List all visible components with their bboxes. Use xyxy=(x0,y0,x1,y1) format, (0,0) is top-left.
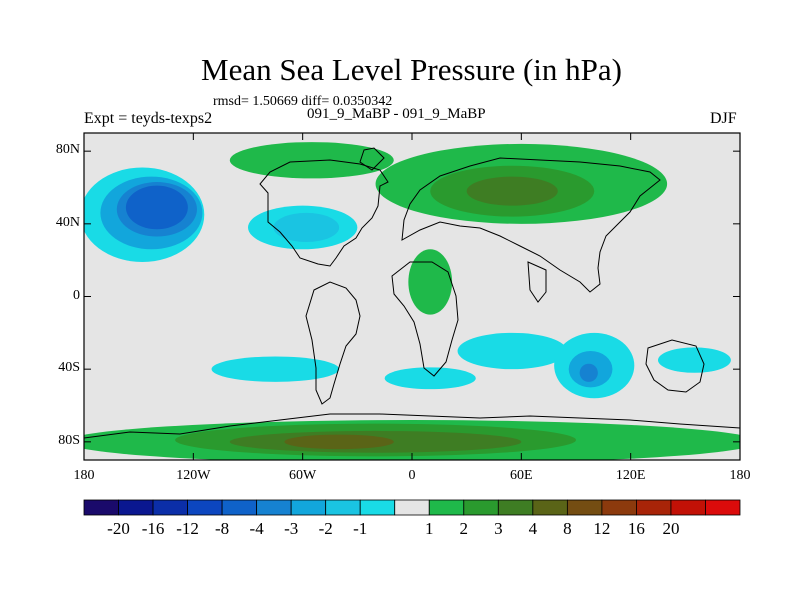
x-tick-label: 60W xyxy=(289,468,317,483)
anomaly-region-antarctic-high-peak xyxy=(284,434,394,450)
y-tick-label: 40S xyxy=(58,360,80,376)
experiment-label: Expt = teyds-texps2 xyxy=(84,110,213,127)
colorbar-swatch xyxy=(187,499,223,516)
colorbar-swatch xyxy=(152,499,188,516)
colorbar-label: -8 xyxy=(215,519,230,538)
y-tick-label: 80N xyxy=(55,142,80,158)
y-tick-label: 40N xyxy=(55,214,80,230)
stats-line: rmsd= 1.50669 diff= 0.0350342 xyxy=(213,94,393,109)
coast-greenland xyxy=(359,147,385,171)
coast-india xyxy=(527,261,547,303)
colorbar-swatch xyxy=(256,499,292,516)
colorbar-swatch xyxy=(290,499,327,516)
colorbar-swatch xyxy=(532,499,568,516)
colorbar-label: 3 xyxy=(494,519,503,538)
colorbar-swatch xyxy=(705,499,741,516)
x-tick-label: 120E xyxy=(615,468,646,483)
colorbar-label: -4 xyxy=(249,519,264,538)
anomaly-region-north-pacific-low-core xyxy=(125,185,188,230)
colorbar-swatch xyxy=(428,499,465,516)
x-tick-label: 120W xyxy=(176,468,211,483)
coast-africa xyxy=(391,261,459,377)
anomaly-region-tasman-low xyxy=(658,347,731,373)
coast-north-america xyxy=(259,159,389,267)
coast-south-america xyxy=(305,281,361,405)
colorbar-label: 2 xyxy=(459,519,469,538)
anomaly-region-north-canada-high xyxy=(229,142,394,179)
colorbar-label: 8 xyxy=(563,519,572,538)
anomaly-region-north-atlantic-low-core xyxy=(273,212,340,242)
colorbar-swatch xyxy=(601,499,637,516)
colorbar xyxy=(83,499,741,516)
colorbar-label: -3 xyxy=(284,519,299,538)
x-tick-label: 180 xyxy=(729,468,751,483)
x-tick-label: 180 xyxy=(73,468,95,483)
coast-europe-asia xyxy=(401,157,661,293)
anomaly-region-eurasia-high-core xyxy=(466,176,558,206)
colorbar-label: 20 xyxy=(662,519,680,538)
colorbar-swatch xyxy=(325,499,361,516)
case-label: 091_9_MaBP - 091_9_MaBP xyxy=(307,106,486,122)
pressure-anomaly-field xyxy=(84,142,740,460)
colorbar-swatch xyxy=(463,499,499,516)
colorbar-swatch xyxy=(118,499,154,516)
colorbar-label: 16 xyxy=(627,519,645,538)
colorbar-swatch xyxy=(83,499,119,516)
colorbar-label: 12 xyxy=(593,519,611,538)
colorbar-label: -2 xyxy=(318,519,333,538)
colorbar-swatch xyxy=(394,499,430,516)
colorbar-swatch xyxy=(497,499,534,516)
colorbar-swatch xyxy=(670,499,706,516)
colorbar-label: 4 xyxy=(528,519,538,538)
coastlines xyxy=(84,147,740,439)
x-tick-label: 0 xyxy=(408,468,416,483)
y-tick-label: 80S xyxy=(58,432,80,448)
colorbar-label: -16 xyxy=(141,519,165,538)
colorbar-label: -12 xyxy=(176,519,199,538)
coast-antarctica xyxy=(84,413,740,439)
anomaly-region-south-pacific-low xyxy=(211,356,340,382)
colorbar-swatch xyxy=(221,499,258,516)
colorbar-label: -1 xyxy=(353,519,368,538)
anomaly-region-south-indian-low-center xyxy=(579,363,598,382)
colorbar-swatch xyxy=(566,499,603,516)
anomaly-region-south-indian-low-west xyxy=(457,332,567,370)
colorbar-swatch xyxy=(359,499,396,516)
anomaly-region-south-atlantic-low xyxy=(384,367,476,390)
colorbar-label: 1 xyxy=(425,519,434,538)
x-tick-label: 60E xyxy=(510,468,533,483)
coast-australia xyxy=(645,339,705,393)
y-tick-label: 0 xyxy=(73,287,80,303)
colorbar-swatch xyxy=(636,499,672,516)
anomaly-region-africa-high xyxy=(408,249,453,315)
axis-ticks xyxy=(83,133,741,460)
page-title: Mean Sea Level Pressure (in hPa) xyxy=(201,52,622,87)
season-label: DJF xyxy=(710,110,737,127)
colorbar-label: -20 xyxy=(107,519,130,538)
